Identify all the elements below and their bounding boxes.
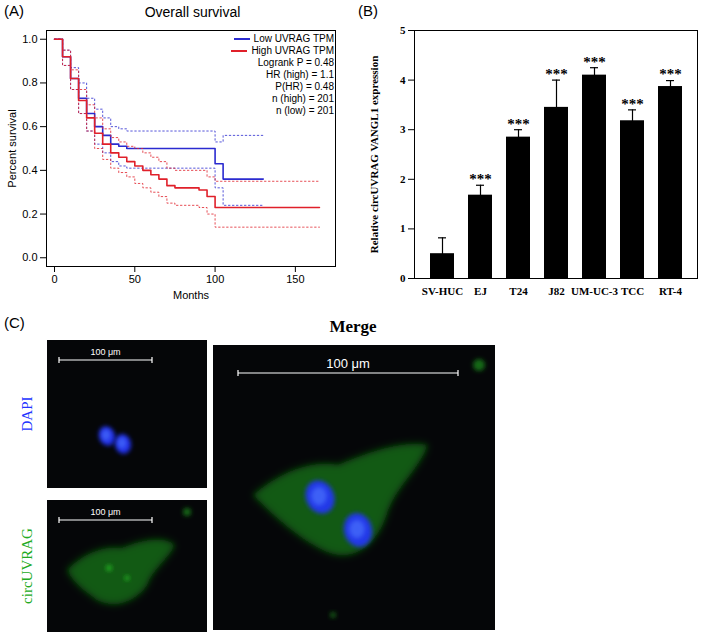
svg-text:2: 2 [400,173,406,185]
svg-text:(C): (C) [4,314,25,331]
svg-text:***: *** [507,116,530,132]
svg-text:100 μm: 100 μm [90,347,120,357]
html-text:P(HR) = 0.48: P(HR) = 0.48 [275,81,334,92]
svg-text:0.4: 0.4 [22,164,37,176]
html-text:HR (high) = 1.1: HR (high) = 1.1 [265,69,334,80]
svg-text:1: 1 [400,222,406,234]
html-text:n (low) = 201: n (low) = 201 [275,105,334,116]
svg-text:0.8: 0.8 [22,76,37,88]
svg-text:Percent survival: Percent survival [6,109,18,187]
svg-text:J82: J82 [548,285,565,297]
html-text:Low UVRAG TPM: Low UVRAG TPM [253,33,334,44]
svg-text:0.6: 0.6 [22,120,37,132]
svg-text:0.2: 0.2 [22,208,37,220]
svg-text:UM-UC-3: UM-UC-3 [571,285,619,297]
svg-text:0: 0 [400,272,406,284]
html-text:High UVRAG TPM: High UVRAG TPM [251,45,334,56]
svg-text:5: 5 [400,24,406,36]
html-text:Overall survival: Overall survival [144,4,241,20]
svg-text:Months: Months [173,289,210,301]
svg-text:TCC: TCC [621,285,644,297]
svg-text:***: *** [545,66,568,82]
svg-text:***: *** [469,171,492,187]
svg-text:T24: T24 [509,285,528,297]
html-text:n (high) = 201: n (high) = 201 [272,93,334,104]
svg-text:100 μm: 100 μm [90,507,120,517]
svg-text:circUVRAG: circUVRAG [19,528,35,604]
svg-text:***: *** [659,66,682,82]
html-text:(A): (A) [4,2,24,19]
svg-text:50: 50 [129,273,141,285]
svg-text:150: 150 [286,273,304,285]
html-text:Logrank P = 0.48: Logrank P = 0.48 [257,57,334,68]
svg-text:0.0: 0.0 [22,251,37,263]
svg-text:DAPI: DAPI [19,396,35,431]
svg-text:0: 0 [51,273,57,285]
html-text:(B): (B) [358,2,378,19]
svg-text:SV-HUC: SV-HUC [422,285,463,297]
svg-text:100 μm: 100 μm [326,356,370,371]
svg-text:Merge: Merge [329,317,377,336]
svg-text:3: 3 [400,123,406,135]
svg-text:RT-4: RT-4 [659,285,683,297]
svg-text:Relative circUVRAG VANGL1 expr: Relative circUVRAG VANGL1 expression [368,56,380,253]
svg-text:***: *** [621,96,644,112]
svg-text:***: *** [583,54,606,70]
svg-text:4: 4 [400,74,406,86]
svg-text:1.0: 1.0 [22,33,37,45]
svg-text:EJ: EJ [474,285,487,297]
svg-text:100: 100 [206,273,224,285]
